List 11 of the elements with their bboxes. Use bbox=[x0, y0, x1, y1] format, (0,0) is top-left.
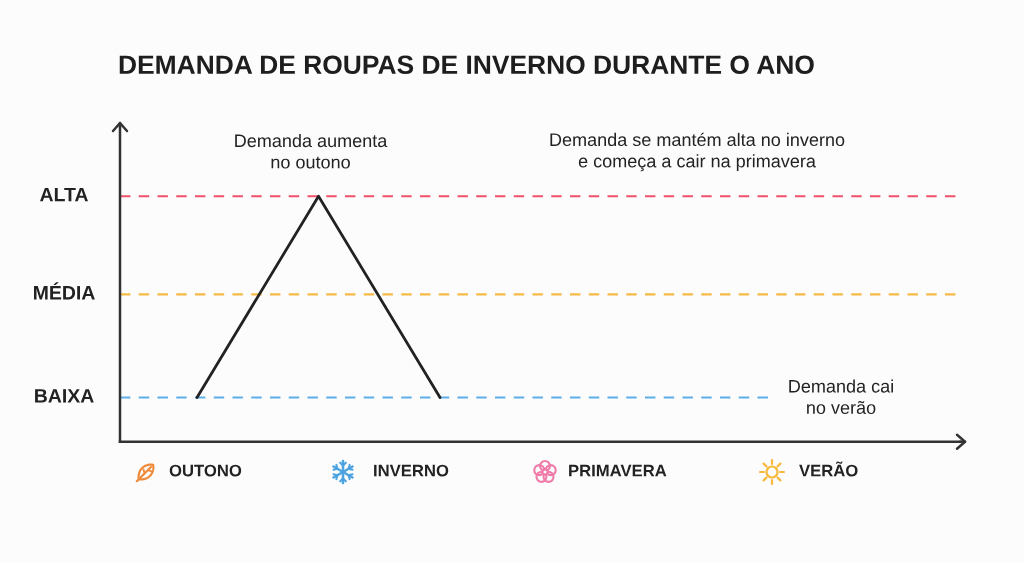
ref-line-label: BAIXA bbox=[35, 389, 94, 403]
text: OUTONO bbox=[169, 464, 242, 477]
text: PRIMAVERA bbox=[569, 464, 667, 477]
chart-title: DEMANDA DE ROUPAS DE INVERNO DURANTE O ANO bbox=[119, 55, 814, 75]
text: VERÃO bbox=[799, 461, 858, 477]
text: Demanda aumenta no outono bbox=[235, 133, 388, 169]
text: INVERNO bbox=[374, 464, 449, 477]
annotation: Demanda cai no verão bbox=[789, 379, 893, 415]
ref-line-label: ALTA bbox=[40, 187, 88, 202]
text: Demanda se mantém alta no inverno e começa a cair na primavera bbox=[550, 132, 845, 172]
ref-line-label: MÉDIA bbox=[34, 282, 95, 300]
